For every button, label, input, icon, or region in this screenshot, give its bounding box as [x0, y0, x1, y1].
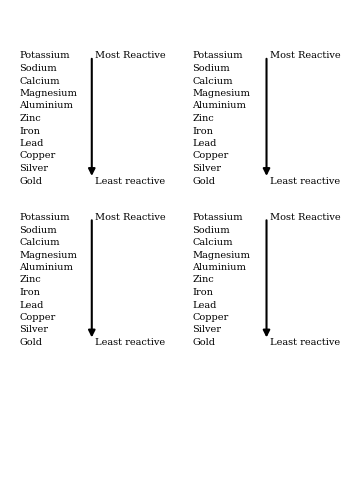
Text: Least reactive: Least reactive [270, 176, 340, 186]
Text: Magnesium: Magnesium [192, 89, 250, 98]
Text: Sodium: Sodium [19, 226, 57, 234]
Text: Lead: Lead [192, 139, 217, 148]
Text: Zinc: Zinc [19, 114, 41, 123]
Text: Iron: Iron [192, 288, 213, 297]
Text: Most Reactive: Most Reactive [270, 52, 341, 60]
Text: Calcium: Calcium [19, 76, 60, 86]
Text: Magnesium: Magnesium [19, 250, 77, 260]
Text: Lead: Lead [19, 139, 44, 148]
Text: Most Reactive: Most Reactive [95, 213, 166, 222]
Text: Copper: Copper [19, 313, 56, 322]
Text: Most Reactive: Most Reactive [270, 213, 341, 222]
Text: Copper: Copper [19, 152, 56, 160]
Text: Most Reactive: Most Reactive [95, 52, 166, 60]
Text: Potassium: Potassium [19, 213, 70, 222]
Text: Magnesium: Magnesium [19, 89, 77, 98]
Text: Aluminium: Aluminium [19, 263, 73, 272]
Text: Copper: Copper [192, 152, 229, 160]
Text: Least reactive: Least reactive [95, 176, 166, 186]
Text: Silver: Silver [19, 326, 48, 334]
Text: Potassium: Potassium [192, 52, 243, 60]
Text: Sodium: Sodium [192, 64, 230, 73]
Text: Sodium: Sodium [192, 226, 230, 234]
Text: Least reactive: Least reactive [270, 338, 340, 347]
Text: Sodium: Sodium [19, 64, 57, 73]
Text: Magnesium: Magnesium [192, 250, 250, 260]
Text: Gold: Gold [19, 176, 42, 186]
Text: Silver: Silver [192, 326, 221, 334]
Text: Lead: Lead [192, 300, 217, 310]
Text: Zinc: Zinc [192, 276, 214, 284]
Text: Iron: Iron [19, 126, 40, 136]
Text: Calcium: Calcium [192, 238, 233, 247]
Text: Zinc: Zinc [19, 276, 41, 284]
Text: Silver: Silver [192, 164, 221, 173]
Text: Gold: Gold [192, 338, 215, 347]
Text: Zinc: Zinc [192, 114, 214, 123]
Text: Silver: Silver [19, 164, 48, 173]
Text: Iron: Iron [19, 288, 40, 297]
Text: Potassium: Potassium [19, 52, 70, 60]
Text: Copper: Copper [192, 313, 229, 322]
Text: Gold: Gold [19, 338, 42, 347]
Text: Least reactive: Least reactive [95, 338, 166, 347]
Text: Lead: Lead [19, 300, 44, 310]
Text: Potassium: Potassium [192, 213, 243, 222]
Text: Aluminium: Aluminium [192, 102, 246, 110]
Text: Gold: Gold [192, 176, 215, 186]
Text: Calcium: Calcium [192, 76, 233, 86]
Text: Aluminium: Aluminium [192, 263, 246, 272]
Text: Aluminium: Aluminium [19, 102, 73, 110]
Text: Calcium: Calcium [19, 238, 60, 247]
Text: Iron: Iron [192, 126, 213, 136]
